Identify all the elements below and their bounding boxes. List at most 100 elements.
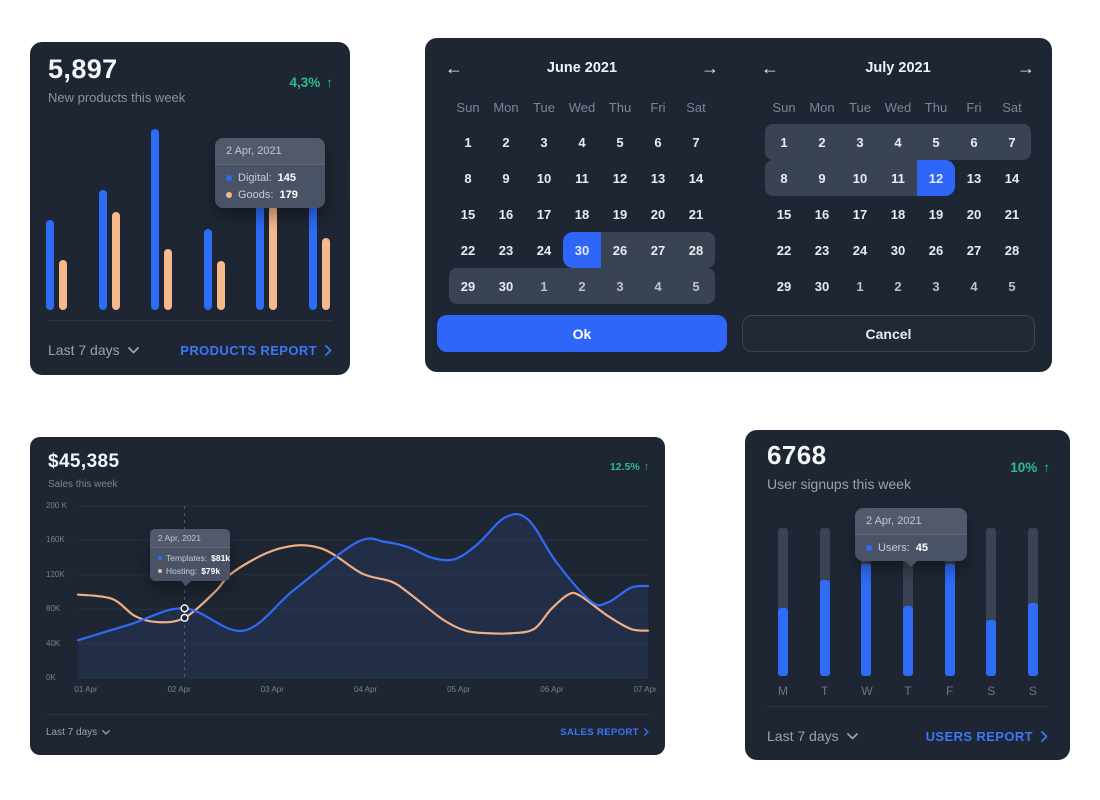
signup-bar-track — [986, 528, 997, 676]
next-month-arrow-icon[interactable]: → — [1017, 58, 1035, 78]
calendar-day[interactable]: 20 — [966, 206, 982, 222]
range-label: Last 7 days — [767, 728, 839, 744]
calendar-day[interactable]: 1 — [525, 268, 563, 304]
range-dropdown[interactable]: Last 7 days — [46, 727, 111, 738]
range-dropdown[interactable]: Last 7 days — [767, 728, 858, 744]
calendar-day[interactable]: 5 — [616, 134, 624, 150]
sales-change-value: 12.5% — [609, 461, 640, 473]
calendar-day[interactable]: 19 — [612, 206, 628, 222]
calendar-day[interactable]: 30 — [563, 232, 601, 268]
calendar-day[interactable]: 26 — [601, 232, 639, 268]
calendar-day[interactable]: 6 — [955, 124, 993, 160]
calendar-day[interactable]: 9 — [502, 170, 510, 186]
calendar-day[interactable]: 20 — [650, 206, 666, 222]
calendar-day[interactable]: 23 — [814, 242, 830, 258]
calendar-day[interactable]: 27 — [966, 242, 982, 258]
calendar-day[interactable]: 21 — [1004, 206, 1020, 222]
bar-pair — [203, 229, 225, 310]
calendar-day[interactable]: 15 — [776, 206, 792, 222]
calendar-day[interactable]: 30 — [487, 268, 525, 304]
calendar-day[interactable]: 14 — [688, 170, 704, 186]
calendar-day[interactable]: 4 — [578, 134, 586, 150]
products-change-value: 4,3% — [289, 75, 321, 90]
templates-line — [76, 512, 650, 642]
chevron-down-icon — [102, 729, 111, 735]
calendar-day[interactable]: 28 — [677, 232, 715, 268]
calendar-day[interactable]: 18 — [890, 206, 906, 222]
calendar-day[interactable]: 24 — [536, 242, 552, 258]
calendar-day[interactable]: 2 — [894, 278, 902, 294]
calendar-day[interactable]: 17 — [536, 206, 552, 222]
calendar-day[interactable]: 10 — [841, 160, 879, 196]
calendar-day[interactable]: 2 — [502, 134, 510, 150]
calendar-day[interactable]: 23 — [498, 242, 514, 258]
calendar-day[interactable]: 2 — [803, 124, 841, 160]
bar-pair — [98, 190, 120, 310]
calendar-day[interactable]: 1 — [765, 124, 803, 160]
sales-report-link[interactable]: SALES REPORT — [560, 727, 649, 738]
calendar-day[interactable]: 7 — [993, 124, 1031, 160]
calendar-day[interactable]: 5 — [677, 268, 715, 304]
chevron-down-icon — [127, 346, 139, 353]
calendar-day[interactable]: 10 — [536, 170, 552, 186]
calendar-day[interactable]: 4 — [879, 124, 917, 160]
calendar-day[interactable]: 21 — [688, 206, 704, 222]
calendar-day[interactable]: 18 — [574, 206, 590, 222]
calendar-day[interactable]: 3 — [540, 134, 548, 150]
calendar-day[interactable]: 19 — [928, 206, 944, 222]
calendar-day[interactable]: 9 — [803, 160, 841, 196]
calendar-day[interactable]: 11 — [879, 160, 917, 196]
users-tooltip: 2 Apr, 2021 Users: 45 — [855, 508, 967, 567]
prev-month-arrow-icon[interactable]: ← — [445, 58, 463, 78]
users-report-link[interactable]: USERS REPORT — [926, 729, 1048, 744]
calendar-day[interactable]: 17 — [852, 206, 868, 222]
calendar-day[interactable]: 15 — [460, 206, 476, 222]
calendar-day[interactable]: 5 — [1008, 278, 1016, 294]
calendar-day[interactable]: 22 — [460, 242, 476, 258]
calendar-day[interactable]: 13 — [650, 170, 666, 186]
calendar-day[interactable]: 24 — [852, 242, 868, 258]
calendar-day[interactable]: 2 — [563, 268, 601, 304]
ok-button[interactable]: Ok — [437, 315, 727, 352]
calendar-day[interactable]: 28 — [1004, 242, 1020, 258]
prev-month-arrow-icon[interactable]: ← — [761, 58, 779, 78]
calendar-day[interactable]: 8 — [765, 160, 803, 196]
month-header: ← July 2021 → — [753, 48, 1043, 88]
calendar-day[interactable]: 3 — [841, 124, 879, 160]
calendar-day[interactable]: 8 — [464, 170, 472, 186]
calendar-day[interactable]: 30 — [890, 242, 906, 258]
calendar-day[interactable]: 13 — [966, 170, 982, 186]
calendar-day[interactable]: 29 — [449, 268, 487, 304]
tooltip-date: 2 Apr, 2021 — [215, 138, 325, 165]
calendar-day[interactable]: 11 — [575, 170, 589, 186]
users-change: 10% ↑ — [1010, 460, 1050, 475]
calendar-day[interactable]: 16 — [814, 206, 830, 222]
calendar-day[interactable]: 6 — [654, 134, 662, 150]
calendar-day[interactable]: 4 — [639, 268, 677, 304]
calendar-day[interactable]: 7 — [692, 134, 700, 150]
calendar-day[interactable]: 27 — [639, 232, 677, 268]
calendar-day[interactable]: 26 — [928, 242, 944, 258]
tooltip-value: $81k — [211, 553, 231, 563]
next-month-arrow-icon[interactable]: → — [700, 58, 719, 78]
calendar-day[interactable]: 3 — [601, 268, 639, 304]
calendar-day[interactable]: 3 — [932, 278, 940, 294]
tooltip-row: Goods: 179 — [226, 189, 314, 201]
calendar-day[interactable]: 16 — [498, 206, 514, 222]
users-subtitle: User signups this week — [767, 476, 911, 492]
calendar-day[interactable]: 4 — [970, 278, 978, 294]
range-dropdown[interactable]: Last 7 days — [48, 342, 139, 358]
calendar-day[interactable]: 29 — [776, 278, 792, 294]
calendar-day[interactable]: 22 — [776, 242, 792, 258]
calendar-day[interactable]: 14 — [1004, 170, 1020, 186]
signup-bar-track — [1027, 528, 1038, 676]
calendar-day[interactable]: 1 — [464, 134, 472, 150]
products-report-link[interactable]: PRODUCTS REPORT — [180, 343, 332, 358]
calendar-day[interactable]: 30 — [814, 278, 830, 294]
calendar-day[interactable]: 12 — [917, 160, 955, 196]
calendar-day[interactable]: 1 — [856, 278, 864, 294]
calendar-day[interactable]: 12 — [612, 170, 628, 186]
cancel-button[interactable]: Cancel — [742, 315, 1035, 352]
calendar-day[interactable]: 5 — [917, 124, 955, 160]
